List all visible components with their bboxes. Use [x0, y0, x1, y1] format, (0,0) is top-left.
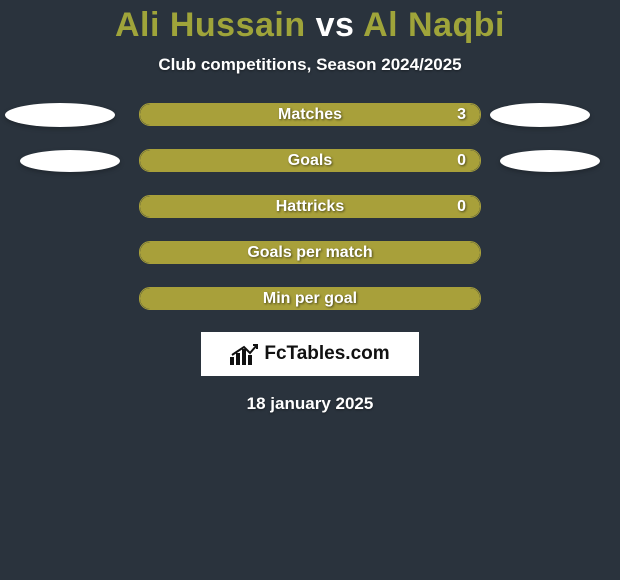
player-marker [500, 150, 600, 172]
stat-bar: Goals 0 [139, 149, 481, 172]
player-marker [20, 150, 120, 172]
stat-label: Goals [288, 152, 332, 170]
stat-rows: Matches 3 Goals 0 Hattricks 0 Goals per match M… [0, 103, 620, 310]
stat-value: 0 [457, 198, 466, 216]
bars-trend-icon [230, 343, 260, 365]
player2-name: Al Naqbi [363, 6, 505, 44]
stat-value: 0 [457, 152, 466, 170]
comparison-title: Ali Hussain vs Al Naqbi [0, 0, 620, 45]
subtitle: Club competitions, Season 2024/2025 [0, 55, 620, 75]
stat-row: Min per goal [0, 287, 620, 310]
stat-label: Min per goal [263, 290, 357, 308]
stat-bar: Min per goal [139, 287, 481, 310]
stat-label: Matches [278, 106, 342, 124]
stat-bar: Matches 3 [139, 103, 481, 126]
logo: FcTables.com [230, 343, 389, 365]
stat-bar: Hattricks 0 [139, 195, 481, 218]
player1-name: Ali Hussain [115, 6, 306, 44]
player-marker [5, 103, 115, 127]
stat-label: Hattricks [276, 198, 344, 216]
stat-label: Goals per match [247, 244, 372, 262]
stat-bar: Goals per match [139, 241, 481, 264]
vs-text: vs [316, 6, 355, 44]
date-text: 18 january 2025 [0, 394, 620, 414]
stat-row: Goals per match [0, 241, 620, 264]
stat-row: Hattricks 0 [0, 195, 620, 218]
player-marker [490, 103, 590, 127]
logo-text: FcTables.com [264, 343, 389, 365]
stat-value: 3 [457, 106, 466, 124]
logo-box: FcTables.com [201, 332, 419, 376]
